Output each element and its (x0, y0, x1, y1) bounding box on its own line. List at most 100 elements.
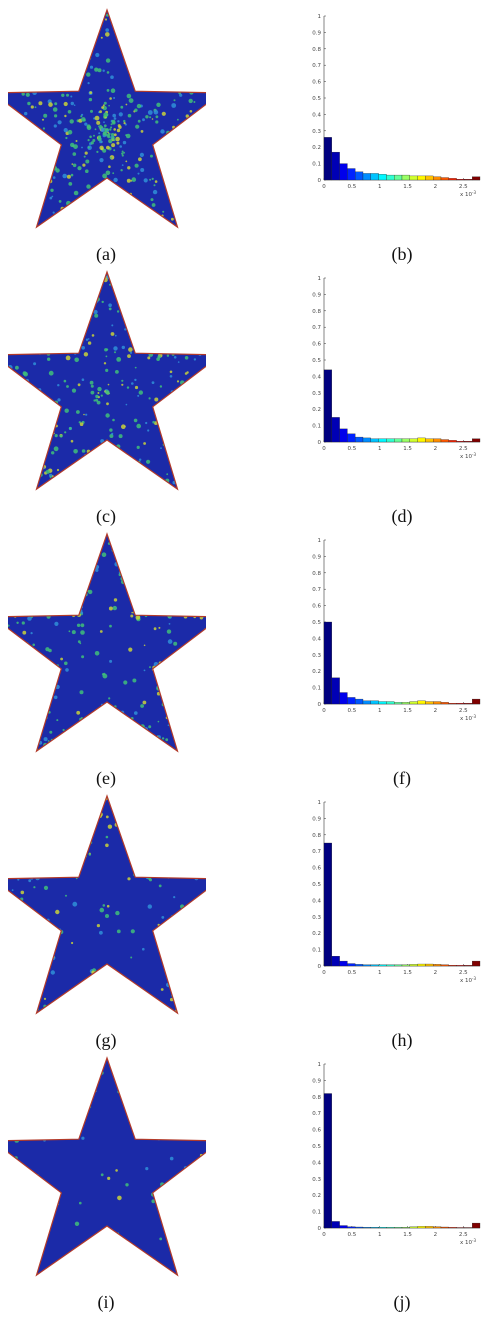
star-boundary (8, 270, 206, 491)
histogram-bar (433, 438, 442, 443)
x-tick-label: 2.5 (459, 1232, 468, 1238)
histogram-bar (370, 173, 379, 181)
histogram-chart: 0 0.1 0.2 0.3 0.4 0.5 0.6 0.7 0.8 0.9 1 0 0.5 1 1.5 2 2.… (312, 14, 481, 198)
histogram-bar (323, 137, 332, 181)
y-tick-label: 0.6 (312, 80, 321, 86)
star-boundary (8, 532, 206, 753)
y-tick-label: 0.5 (312, 96, 321, 102)
histogram-bar (394, 1227, 403, 1229)
histogram-bar (378, 174, 387, 181)
y-tick-label: 1 (318, 800, 322, 806)
histogram-bar (370, 438, 379, 443)
x-tick-label: 1.5 (403, 970, 412, 976)
histogram-bar (472, 698, 481, 705)
y-tick-label: 0.1 (312, 686, 321, 692)
histogram-bar (347, 963, 356, 967)
x-tick-label: 0 (322, 708, 326, 714)
histogram-bar (417, 175, 426, 181)
histogram-bar (464, 441, 473, 443)
x-tick-label: 0.5 (347, 708, 356, 714)
y-tick-label: 0.9 (312, 554, 321, 560)
caption-histogram: (h) (391, 1030, 413, 1050)
y-tick-label: 0.7 (312, 63, 321, 69)
caption-histogram: (j) (393, 1292, 411, 1312)
histogram-bar (409, 1226, 418, 1229)
x-tick-label: 1 (378, 708, 382, 714)
histogram-bar (331, 417, 340, 443)
histogram-bar (401, 702, 410, 705)
star-mesh-image (8, 794, 206, 1015)
histogram-bar (464, 703, 473, 705)
histogram-bar (323, 842, 332, 967)
x-tick-label: 0 (322, 1232, 326, 1238)
x-tick-label: 0 (322, 446, 326, 452)
histogram-bar (433, 964, 442, 967)
x-tick-label: 1 (378, 446, 382, 452)
histogram-bar (347, 697, 356, 705)
x-tick-label: 2 (434, 970, 438, 976)
histogram-bar (339, 960, 348, 967)
x-tick-label: 1.5 (403, 708, 412, 714)
histogram-bar (331, 151, 340, 181)
y-tick-label: 0.8 (312, 571, 321, 577)
y-tick-label: 0.1 (312, 424, 321, 430)
histogram-bar (433, 701, 442, 705)
y-tick-label: 0.1 (312, 162, 321, 168)
caption-star: (a) (96, 244, 116, 264)
y-tick-label: 0.5 (312, 1144, 321, 1150)
histogram-bar (401, 1227, 410, 1229)
histogram-bar (394, 964, 403, 967)
histogram-bar (386, 701, 395, 705)
y-tick-label: 0.7 (312, 1111, 321, 1117)
histogram-bar (440, 177, 449, 181)
histogram-bar (378, 964, 387, 967)
x-tick-label: 1.5 (403, 184, 412, 190)
histogram-bar (331, 956, 340, 967)
x-multiplier-label: x 10-3 (460, 452, 476, 460)
y-tick-label: 0.6 (312, 604, 321, 610)
histogram-bar (355, 964, 364, 967)
histogram-bar (394, 174, 403, 181)
y-tick-label: 0.8 (312, 833, 321, 839)
y-tick-label: 0.7 (312, 587, 321, 593)
x-tick-label: 0.5 (347, 184, 356, 190)
histogram-bar (417, 700, 426, 705)
y-tick-label: 0.4 (312, 1160, 321, 1166)
y-tick-label: 0.2 (312, 1193, 321, 1199)
histogram-bar (355, 436, 364, 443)
y-tick-label: 0.4 (312, 898, 321, 904)
histogram-bar (433, 176, 442, 181)
x-multiplier-label: x 10-3 (460, 976, 476, 984)
star-mesh-image (8, 8, 206, 229)
y-tick-label: 0.2 (312, 407, 321, 413)
star-mesh-image (8, 270, 206, 491)
histogram-bar (339, 163, 348, 181)
y-tick-label: 0.7 (312, 849, 321, 855)
x-tick-label: 2.5 (459, 184, 468, 190)
x-tick-label: 1.5 (403, 1232, 412, 1238)
x-tick-label: 0.5 (347, 446, 356, 452)
histogram-bar (355, 1226, 364, 1229)
x-multiplier-label: x 10-3 (460, 190, 476, 198)
y-tick-label: 0 (318, 702, 322, 708)
histogram-bar (425, 175, 434, 181)
y-tick-label: 0.5 (312, 358, 321, 364)
y-tick-label: 0.2 (312, 145, 321, 151)
x-tick-label: 0.5 (347, 970, 356, 976)
histogram-bar (370, 964, 379, 967)
histogram-bar (331, 677, 340, 705)
panel-row: 0 0.1 0.2 0.3 0.4 0.5 0.6 0.7 0.8 0.9 1 0 0.5 1 1.5 2 2.… (0, 266, 482, 528)
histogram-bar (464, 179, 473, 181)
panel-row: 0 0.1 0.2 0.3 0.4 0.5 0.6 0.7 0.8 0.9 1 0 0.5 1 1.5 2 2.… (0, 4, 482, 266)
histogram-bar (472, 1222, 481, 1229)
y-tick-label: 0.8 (312, 1095, 321, 1101)
histogram-bar (355, 698, 364, 705)
x-tick-label: 0 (322, 184, 326, 190)
histogram-bar (448, 440, 457, 443)
histogram-bar (386, 438, 395, 443)
histogram-bar (394, 702, 403, 705)
y-tick-label: 1 (318, 538, 322, 544)
y-tick-label: 1 (318, 276, 322, 282)
y-tick-label: 0.9 (312, 30, 321, 36)
y-tick-label: 0.4 (312, 636, 321, 642)
